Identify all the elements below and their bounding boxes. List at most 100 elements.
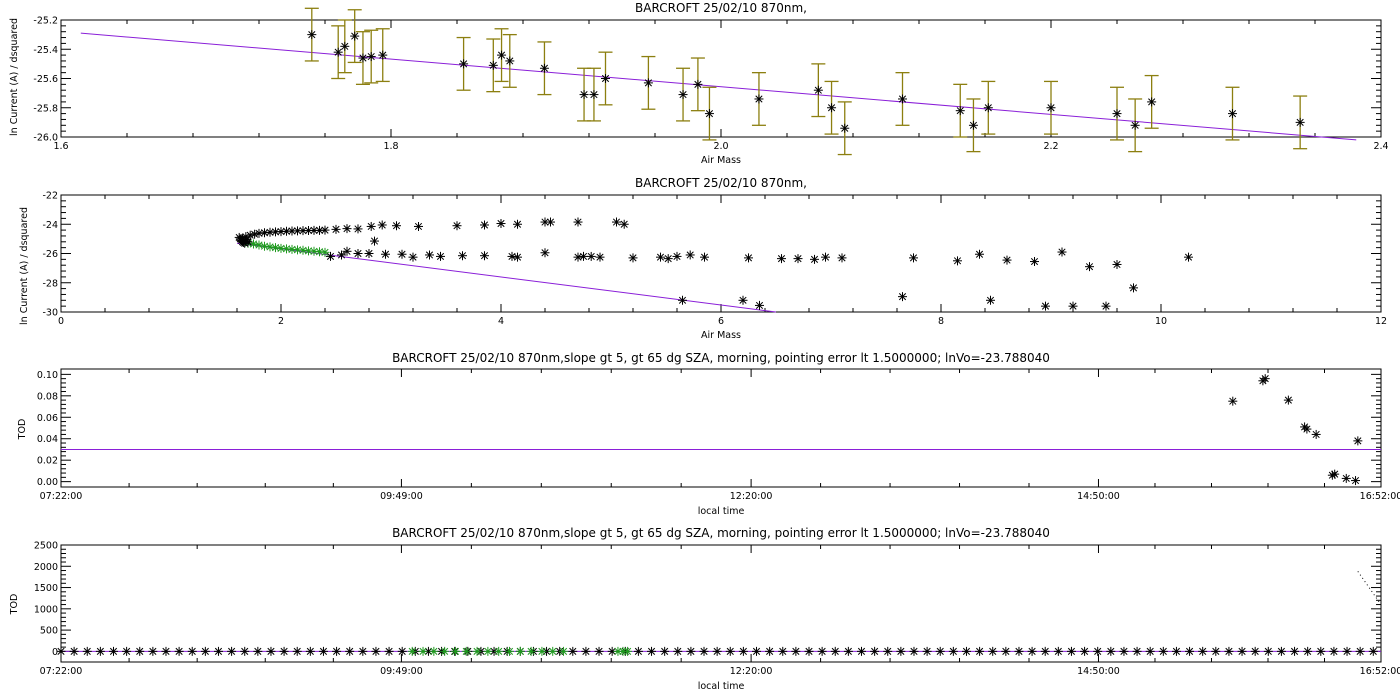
data-point: [1263, 646, 1273, 656]
y-tick-label: 0.02: [37, 456, 58, 467]
data-point: [1250, 646, 1260, 656]
data-point: [496, 219, 506, 229]
data-point: [1101, 301, 1111, 311]
fit-line: [80, 32, 1357, 141]
data-point: [1368, 646, 1378, 656]
data-point: [408, 252, 418, 262]
data-point: [1330, 469, 1340, 479]
data-point: [988, 646, 998, 656]
data-point: [673, 646, 683, 656]
data-point: [227, 646, 237, 656]
data-point: [480, 251, 489, 261]
data-point: [986, 295, 995, 305]
data-point: [254, 240, 264, 250]
data-point: [896, 646, 906, 656]
data-point: [612, 217, 621, 227]
panel-tod-zoom: BARCROFT 25/02/10 870nm,slope gt 5, gt 6…: [17, 351, 1400, 517]
data-point: [791, 646, 801, 656]
data-point: [1080, 646, 1090, 656]
y-tick-label: -30: [42, 308, 58, 319]
data-point: [513, 252, 522, 262]
data-point: [1295, 117, 1305, 127]
data-point: [1106, 646, 1116, 656]
data-point: [1041, 301, 1050, 311]
data-point: [318, 646, 328, 656]
data-point: [418, 646, 428, 656]
x-tick-label: 12: [1375, 316, 1387, 327]
data-point: [82, 646, 92, 656]
data-point: [830, 646, 840, 656]
data-point: [623, 646, 633, 656]
data-point: [320, 225, 330, 235]
x-tick-label: 2.2: [1043, 141, 1058, 152]
y-tick-label: 0: [52, 647, 58, 658]
y-tick-label: 2500: [34, 541, 58, 552]
data-point: [1027, 646, 1037, 656]
y-tick-label: -25.8: [33, 103, 58, 114]
x-tick-label: 09:49:00: [380, 491, 423, 502]
x-tick-label: 14:50:00: [1077, 666, 1120, 677]
x-tick-label: 09:49:00: [380, 666, 423, 677]
data-point: [342, 246, 352, 256]
data-point: [1129, 283, 1138, 293]
panel-2-plot: [234, 217, 1193, 313]
data-point: [1158, 646, 1168, 656]
data-point: [108, 646, 118, 656]
dotted-trend-line: [1357, 571, 1380, 603]
data-point: [366, 221, 376, 231]
y-tick-label: -26: [42, 249, 58, 260]
data-point: [1355, 646, 1365, 656]
y-tick-label: -24: [42, 220, 58, 231]
data-point: [187, 646, 197, 656]
data-point: [961, 646, 971, 656]
data-point: [1198, 646, 1208, 656]
x-tick-label: 12:20:00: [730, 666, 773, 677]
y-tick-label: 0.00: [37, 477, 58, 488]
data-point: [1130, 120, 1140, 130]
panel-2-xlabel: Air Mass: [701, 330, 741, 341]
data-point: [1002, 255, 1012, 265]
x-tick-label: 1.8: [383, 141, 398, 152]
data-point: [922, 646, 932, 656]
panel-4-frame: [60, 544, 1382, 663]
panel-3-frame: [60, 368, 1382, 488]
data-point: [619, 219, 629, 229]
panel-tod-full: BARCROFT 25/02/10 870nm,slope gt 5, gt 6…: [9, 526, 1400, 692]
y-tick-label: -26.0: [33, 133, 58, 144]
panel-3-ylabel: TOD: [17, 419, 28, 441]
y-tick-label: 2000: [34, 562, 58, 573]
panel-2-frame: [60, 194, 1382, 313]
data-point: [458, 251, 467, 261]
y-tick-label: 0.06: [37, 413, 58, 424]
data-point: [397, 249, 407, 259]
data-point: [331, 224, 341, 234]
data-point: [755, 300, 764, 310]
data-point: [1316, 646, 1326, 656]
data-point: [686, 646, 696, 656]
data-point: [1303, 646, 1313, 656]
data-point: [647, 646, 657, 656]
data-point: [883, 646, 893, 656]
data-point: [279, 646, 289, 656]
x-tick-label: 2.4: [1373, 141, 1388, 152]
data-point: [1001, 646, 1011, 656]
data-point: [540, 248, 550, 258]
panel-2-title: BARCROFT 25/02/10 870nm,: [635, 176, 807, 190]
panel-2-ylabel: ln Current (A) / dsquared: [19, 207, 30, 325]
y-tick-label: -22: [42, 191, 58, 202]
data-point: [935, 646, 945, 656]
panel-1-ylabel: ln Current (A) / dsquared: [9, 18, 20, 136]
data-point: [305, 646, 315, 656]
data-point: [488, 60, 498, 70]
data-point: [407, 646, 417, 656]
data-point: [856, 646, 866, 656]
data-point: [712, 646, 722, 656]
data-point: [276, 243, 286, 253]
x-tick-label: 14:50:00: [1077, 491, 1120, 502]
data-point: [1276, 646, 1286, 656]
data-point: [1351, 476, 1361, 486]
data-point: [843, 646, 853, 656]
data-point: [337, 250, 346, 260]
data-point: [1283, 395, 1293, 405]
